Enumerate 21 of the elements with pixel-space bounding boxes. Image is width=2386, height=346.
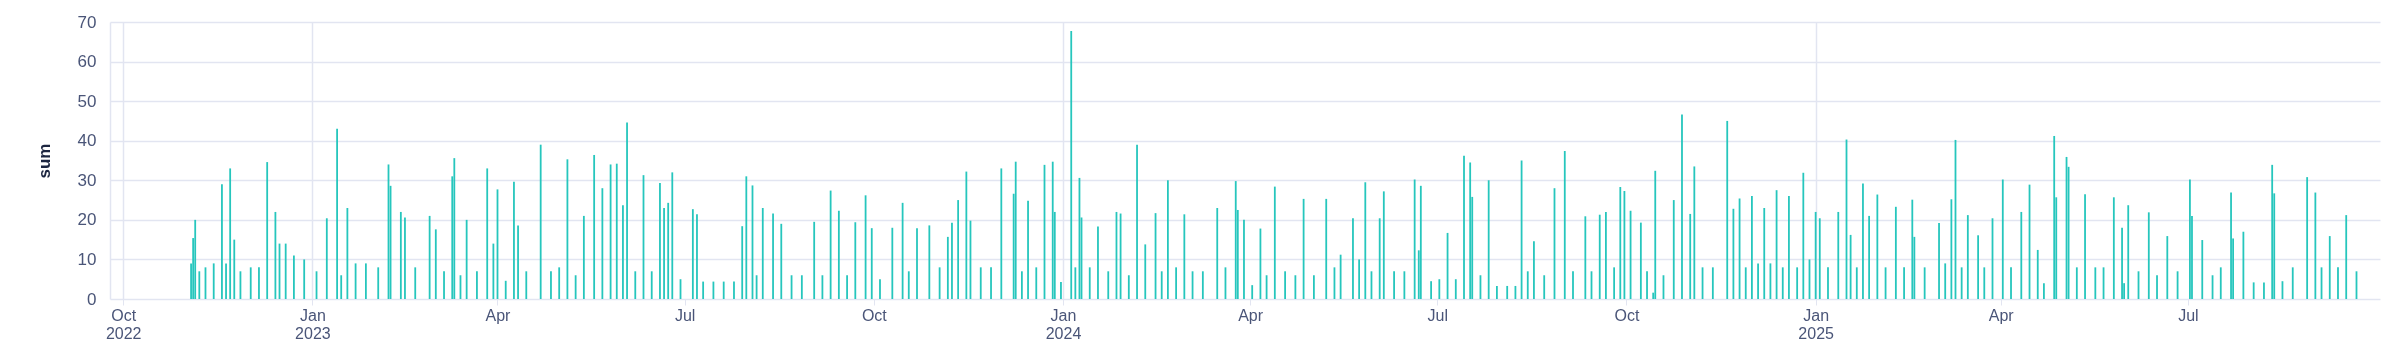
x-tick-label: Jan 2024 [1045,306,1082,342]
x-tick-label: Jul [2178,306,2199,324]
y-tick-label: 30 [77,170,97,190]
x-tick-label: Oct 2022 [105,306,142,342]
y-tick-label: 10 [77,249,97,269]
y-tick-label: 60 [77,52,97,72]
x-tick-label: Jul [1427,306,1448,324]
x-tick-label: Jan 2023 [295,306,331,342]
x-tick-label: Apr [1238,306,1264,324]
x-tick-label: Apr [1988,306,2015,324]
y-tick-label: 50 [77,91,97,111]
x-tick-label: Oct [861,306,888,324]
x-tick-label: Apr [485,306,512,324]
y-axis-title: sum [34,143,54,179]
x-tick-label: Oct [1614,306,1640,324]
x-tick-label: Jan 2025 [1798,306,1835,342]
x-tick-label: Jul [674,306,696,324]
y-tick-label: 0 [87,289,97,309]
y-tick-label: 20 [77,210,97,230]
y-tick-label: 40 [77,131,97,151]
y-tick-label: 70 [77,12,97,32]
